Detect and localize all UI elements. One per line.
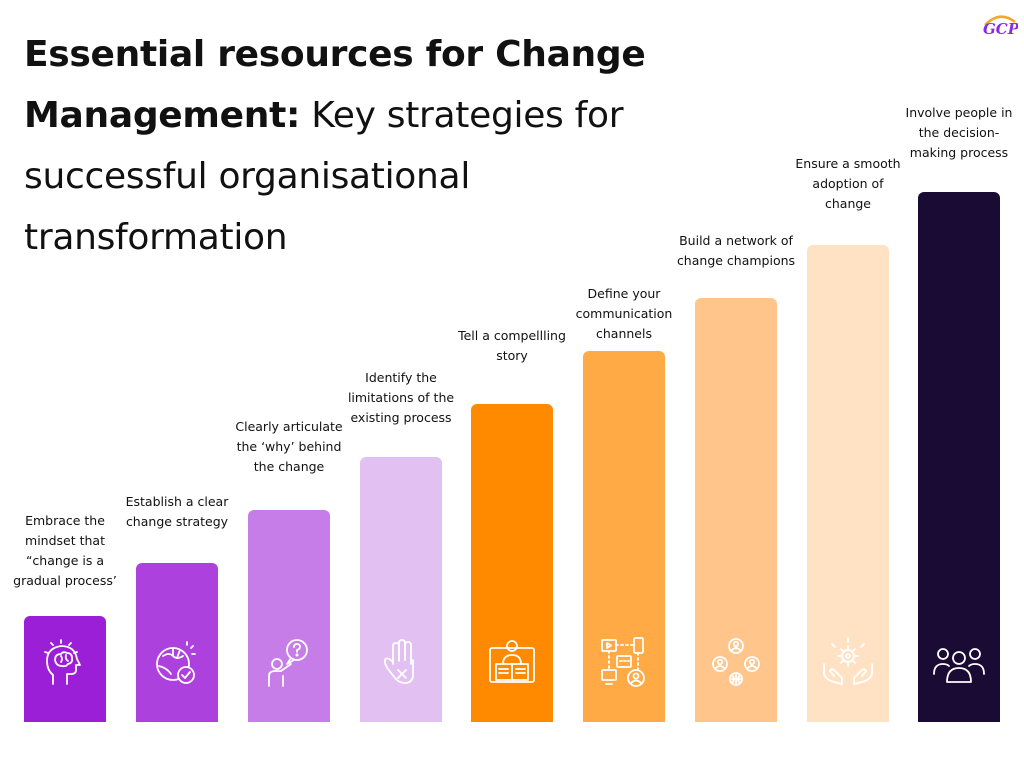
- page-title: Essential resources for Change Managemen…: [24, 24, 704, 268]
- step-bar-9: [918, 192, 1000, 722]
- step-bar-4: [360, 457, 442, 722]
- stop-hand-icon: [383, 639, 414, 684]
- brain-icon: [44, 639, 81, 685]
- puzzle-globe-icon: [156, 641, 196, 684]
- step-label-1: Embrace the mindset that “change is a gr…: [13, 513, 117, 588]
- group-people-icon: [933, 648, 985, 683]
- hands-gear-icon: [823, 637, 873, 685]
- storyteller-book-icon: [489, 640, 535, 683]
- step-label-8: Ensure a smooth adoption of change: [795, 156, 901, 211]
- step-label-6: Define your communication channels: [575, 286, 673, 341]
- step-label-9: Involve people in the decision-making pr…: [905, 105, 1013, 160]
- step-bar-6: [583, 351, 665, 722]
- title-rest: Key strategies for successful organisati…: [24, 95, 624, 258]
- title-bold: Essential resources for Change Managemen…: [24, 34, 646, 136]
- step-label-4: Identify the limitations of the existing…: [347, 370, 455, 425]
- communication-channels-icon: [601, 637, 645, 687]
- step-label-5: Tell a compellling story: [458, 328, 566, 363]
- step-bar-1: [24, 616, 106, 722]
- svg-text:GCP: GCP: [983, 20, 1018, 38]
- gcp-logo: GCP: [983, 15, 1018, 38]
- step-bar-3: [248, 510, 330, 722]
- step-bar-5: [471, 404, 553, 722]
- step-bar-2: [136, 563, 218, 722]
- question-person-icon: [268, 639, 308, 687]
- step-label-7: Build a network of change champions: [676, 233, 796, 268]
- network-people-icon: [712, 638, 760, 686]
- step-label-3: Clearly articulate the ‘why’ behind the …: [235, 419, 343, 474]
- step-bar-8: [807, 245, 889, 722]
- step-bar-7: [695, 298, 777, 722]
- step-label-2: Establish a clear change strategy: [125, 494, 229, 529]
